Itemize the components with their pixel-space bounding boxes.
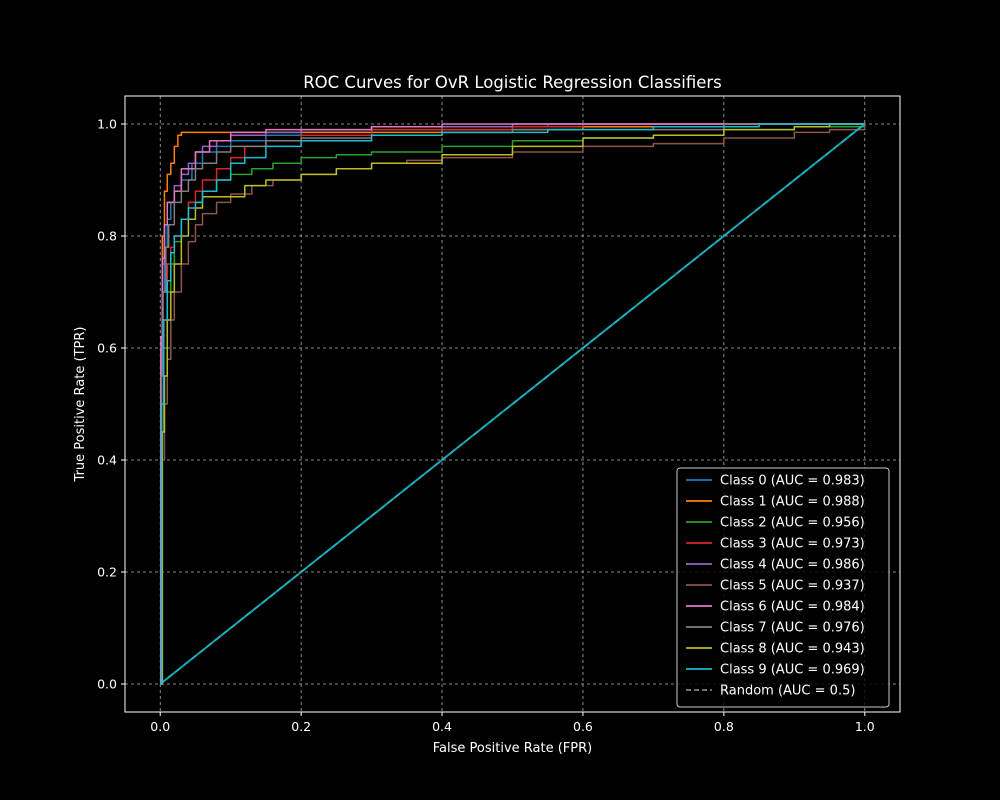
x-tick-label: 0.0 bbox=[150, 719, 170, 734]
y-tick-label: 1.0 bbox=[97, 117, 117, 132]
legend-box bbox=[676, 467, 890, 708]
legend-entry: Random (AUC = 0.5) bbox=[720, 684, 855, 699]
legend-entry: Class 1 (AUC = 0.988) bbox=[720, 495, 865, 510]
y-tick-label: 0.0 bbox=[97, 677, 117, 692]
series-line bbox=[160, 124, 866, 685]
chart-title: ROC Curves for OvR Logistic Regression C… bbox=[303, 73, 722, 92]
legend-entry: Class 7 (AUC = 0.976) bbox=[720, 621, 865, 636]
legend-entry: Class 2 (AUC = 0.956) bbox=[720, 516, 865, 531]
x-tick-label: 0.2 bbox=[291, 719, 311, 734]
series-line bbox=[160, 123, 865, 685]
plot-frame bbox=[124, 95, 901, 713]
legend-entry: Class 0 (AUC = 0.983) bbox=[720, 474, 865, 489]
x-tick-label: 0.6 bbox=[573, 719, 593, 734]
y-axis-label: True Positive Rate (TPR) bbox=[73, 327, 88, 483]
x-tick-label: 1.0 bbox=[855, 719, 875, 734]
series-lines bbox=[159, 123, 866, 685]
legend: Class 0 (AUC = 0.983) Class 1 (AUC = 0.98… bbox=[676, 467, 890, 708]
axis-ticks: 0.0 0.2 0.4 0.6 0.8 1.0 0.0 0.2 0.4 0.6 0.8 1.0 bbox=[97, 117, 875, 735]
legend-entry: Class 6 (AUC = 0.984) bbox=[720, 600, 865, 615]
series-line bbox=[160, 123, 865, 685]
y-tick-label: 0.4 bbox=[97, 453, 117, 468]
x-tick-label: 0.4 bbox=[432, 719, 452, 734]
y-tick-label: 0.6 bbox=[97, 341, 117, 356]
x-tick-label: 0.8 bbox=[714, 719, 734, 734]
y-tick-label: 0.2 bbox=[97, 565, 117, 580]
series-line bbox=[160, 123, 865, 685]
legend-entry: Class 9 (AUC = 0.969) bbox=[720, 663, 865, 678]
legend-entry: Class 3 (AUC = 0.973) bbox=[720, 537, 865, 552]
y-tick-label: 0.8 bbox=[97, 229, 117, 244]
x-axis-label: False Positive Rate (FPR) bbox=[433, 741, 592, 756]
legend-entry: Class 5 (AUC = 0.937) bbox=[720, 579, 865, 594]
diagonal-overlay-line bbox=[159, 123, 866, 685]
legend-entry: Class 8 (AUC = 0.943) bbox=[720, 642, 865, 657]
series-line bbox=[160, 123, 865, 685]
grid bbox=[125, 96, 900, 712]
legend-entry: Class 4 (AUC = 0.986) bbox=[720, 558, 865, 573]
